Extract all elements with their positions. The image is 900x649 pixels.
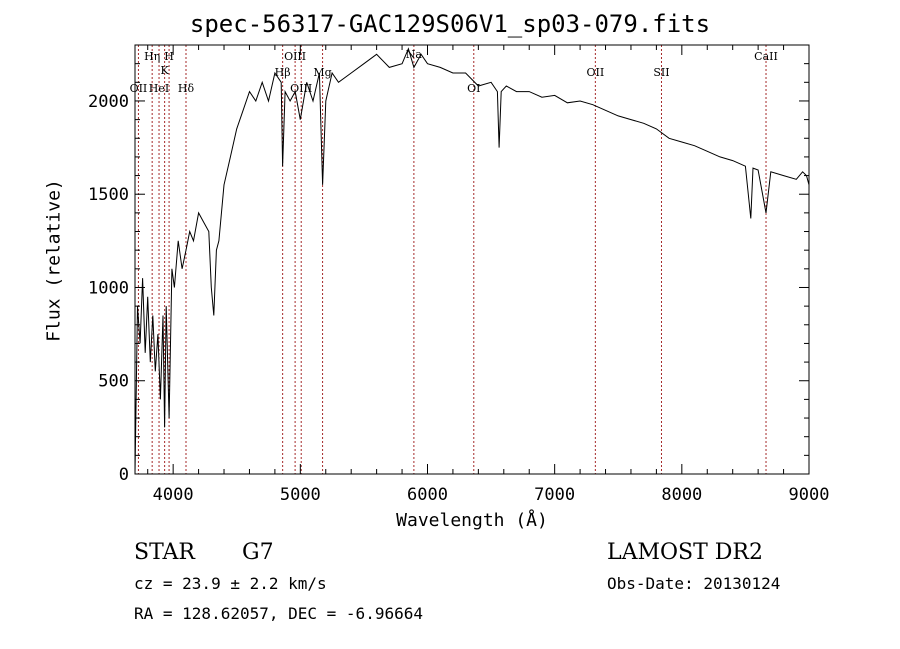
y-axis: 0 500 1000 1500 2000: [88, 63, 809, 485]
survey-name: LAMOST DR2: [607, 540, 763, 565]
line-marker-label: Hη: [144, 50, 160, 63]
x-tick-label: 9000: [789, 485, 830, 505]
y-tick-label: 1500: [88, 185, 129, 205]
line-marker-label: OI: [467, 82, 480, 95]
line-marker-label: HeI: [149, 82, 169, 95]
y-tick-label: 1000: [88, 278, 129, 298]
line-marker-label: Na: [406, 48, 423, 61]
x-axis: 4000 5000 6000 7000 8000 9000: [147, 45, 830, 505]
x-tick-label: 6000: [407, 485, 448, 505]
line-marker-label: SII: [653, 66, 669, 79]
y-tick-label: 0: [119, 465, 129, 485]
line-marker-label: OIII: [284, 50, 306, 63]
observation-date: Obs-Date: 20130124: [607, 574, 781, 593]
redshift-readout: cz = 23.9 ± 2.2 km/s: [134, 574, 327, 593]
line-marker-label: CaII: [754, 50, 778, 63]
line-marker-label: K: [161, 64, 170, 77]
x-axis-label: Wavelength (Å): [396, 510, 548, 531]
line-marker-label: OIII: [290, 82, 312, 95]
spectral-line-markers: [137, 45, 767, 474]
y-tick-label: 500: [98, 372, 129, 392]
line-marker-label: Hβ: [275, 66, 291, 79]
plot-frame: [134, 44, 810, 475]
x-tick-label: 7000: [534, 485, 575, 505]
y-tick-label: 2000: [88, 92, 129, 112]
line-marker-label: Mg: [313, 66, 331, 79]
spectrum-line: [134, 47, 810, 475]
x-tick-label: 5000: [280, 485, 321, 505]
line-marker-label: OII: [130, 82, 148, 95]
y-axis-label: Flux (relative): [43, 179, 65, 342]
object-subclass: G7: [242, 540, 274, 565]
coordinates-readout: RA = 128.62057, DEC = -6.96664: [134, 604, 423, 623]
x-tick-label: 8000: [661, 485, 702, 505]
line-marker-label: H: [164, 50, 174, 63]
chart-title: spec-56317-GAC129S06V1_sp03-079.fits: [189, 10, 711, 38]
line-marker-label: Hδ: [178, 82, 195, 95]
object-type: STAR: [134, 540, 195, 565]
x-tick-label: 4000: [153, 485, 194, 505]
line-marker-label: OII: [586, 66, 604, 79]
